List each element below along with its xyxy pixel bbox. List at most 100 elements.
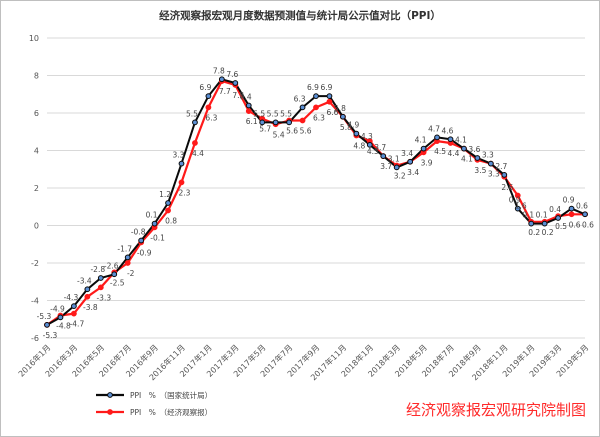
series-0-point xyxy=(447,136,454,143)
data-label-series-0: -4.9 xyxy=(50,304,65,313)
series-1-point xyxy=(71,310,77,317)
series-0-point xyxy=(124,254,131,261)
data-label-series-1: 0.6 xyxy=(569,220,581,229)
data-label-series-1: 5.8 xyxy=(340,123,352,132)
series-0-point xyxy=(245,102,252,109)
data-label-series-0: 6.3 xyxy=(294,94,306,103)
data-label-series-0: 7.6 xyxy=(226,70,238,79)
data-label-series-0: 5.5 xyxy=(280,109,292,118)
series-0-point xyxy=(165,200,171,206)
data-label-series-0: -2.6 xyxy=(104,261,119,270)
y-axis-ticks: -6 -4 -2 0 2 4 6 8 10 xyxy=(29,34,39,343)
y-tick-label: 2 xyxy=(34,184,39,193)
series-0-point xyxy=(57,314,64,321)
data-label-series-0: 3.6 xyxy=(468,145,480,154)
data-label-series-0: 6.9 xyxy=(320,83,332,92)
series-0-point xyxy=(151,220,158,227)
y-tick-label: -6 xyxy=(31,334,39,343)
data-label-series-1: -4.8 xyxy=(56,322,71,331)
data-label-series-1: 4.8 xyxy=(353,142,365,151)
series-1-point xyxy=(514,192,521,199)
series-lines xyxy=(44,76,588,328)
legend-swatch-marker-1 xyxy=(107,409,113,415)
data-label-series-1: -0.1 xyxy=(150,233,165,242)
series-0-point xyxy=(474,155,481,161)
data-label-series-1: 0.6 xyxy=(582,220,594,229)
data-label-series-1: 6.6 xyxy=(326,108,338,117)
data-label-series-1: 2.6 xyxy=(501,183,513,192)
data-label-series-0: 0.9 xyxy=(509,196,521,205)
data-label-series-1: 5.6 xyxy=(286,127,298,136)
data-label-series-1: -3.3 xyxy=(96,293,111,302)
data-label-series-1: 1.6 xyxy=(515,202,527,211)
series-1-point xyxy=(178,179,185,186)
series-0-point xyxy=(286,119,293,126)
series-1-point xyxy=(568,211,575,218)
data-label-series-0: 3.3 xyxy=(482,151,494,160)
series-0-point xyxy=(192,119,198,126)
data-label-series-1: 3.7 xyxy=(380,162,392,171)
data-label-series-1: 3.5 xyxy=(474,166,486,175)
data-label-series-1: 0.2 xyxy=(528,228,540,237)
data-label-series-1: 6.3 xyxy=(205,113,217,122)
data-label-series-0: 5.5 xyxy=(253,109,265,118)
data-label-series-0: 5.5 xyxy=(267,109,279,118)
data-label-series-1: 5.6 xyxy=(300,127,312,136)
data-label-series-1: 3.4 xyxy=(407,168,419,177)
legend-entry-0: PPI % （国家统计局） xyxy=(130,390,212,400)
series-0-point xyxy=(393,164,400,171)
series-0-point xyxy=(434,134,440,141)
data-label-series-0: -1.7 xyxy=(117,244,132,253)
data-label-series-1: 7.7 xyxy=(219,87,231,96)
series-1-point xyxy=(299,117,306,124)
series-0-point xyxy=(178,160,185,167)
data-label-series-0: 6.9 xyxy=(199,83,211,92)
series-0-point xyxy=(97,275,104,281)
y-tick-label: 10 xyxy=(29,34,39,43)
legend-swatch-marker-0 xyxy=(107,392,113,398)
data-label-series-0: -4.3 xyxy=(64,293,79,302)
data-label-series-1: 4.1 xyxy=(461,155,473,164)
data-label-series-1: 2.3 xyxy=(179,188,191,197)
data-label-series-0: 4.7 xyxy=(428,124,440,133)
data-label-series-0: 3.4 xyxy=(401,149,413,158)
data-label-series-1: -5.3 xyxy=(43,331,58,340)
data-label-series-1: 7.5 xyxy=(232,91,244,100)
series-0-point xyxy=(272,119,279,126)
series-0-point xyxy=(111,271,118,278)
series-0-point xyxy=(71,303,77,310)
data-label-series-1: 0.8 xyxy=(165,217,177,226)
y-tick-label: -2 xyxy=(31,259,39,268)
series-1-point xyxy=(165,207,171,214)
series-0-point xyxy=(461,145,467,152)
series-0-point xyxy=(218,76,225,83)
series-0-point xyxy=(380,153,387,160)
chart-credit: 经济观察报宏观研究院制图 xyxy=(406,401,586,419)
series-1-point xyxy=(192,140,198,146)
y-tick-label: 4 xyxy=(34,147,39,156)
y-tick-label: 0 xyxy=(34,222,39,231)
data-label-series-0: 1.2 xyxy=(159,190,171,199)
data-label-series-1: 0.2 xyxy=(542,228,554,237)
data-label-series-1: -3.8 xyxy=(83,303,98,312)
data-label-series-1: 4.4 xyxy=(448,149,460,158)
data-label-series-0: -5.3 xyxy=(37,312,52,321)
legend: PPI % （国家统计局） PPI % （经济观察报） xyxy=(96,390,212,417)
data-label-series-0: 6.9 xyxy=(307,83,319,92)
data-label-series-0: 4.3 xyxy=(361,132,373,141)
data-label-series-0: 0.6 xyxy=(576,201,588,210)
series-0-point xyxy=(582,211,588,218)
data-label-series-1: -2 xyxy=(127,269,135,278)
data-label-series-1: 3.2 xyxy=(394,172,406,181)
series-0-point xyxy=(541,220,548,227)
series-1-point xyxy=(84,293,91,300)
data-label-series-0: 4.9 xyxy=(347,121,359,130)
y-tick-label: 6 xyxy=(34,109,39,118)
series-1-point xyxy=(326,98,333,105)
y-tick-label: 8 xyxy=(34,72,39,81)
gridlines xyxy=(47,37,585,339)
series-0-point xyxy=(313,93,319,100)
series-1-point xyxy=(205,104,212,111)
